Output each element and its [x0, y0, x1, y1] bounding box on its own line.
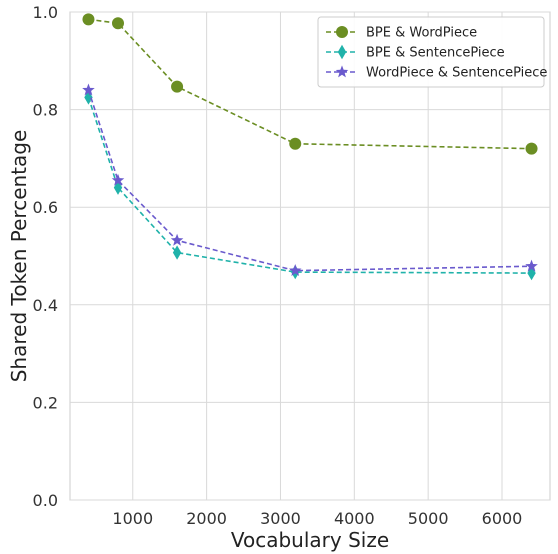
x-tick-label: 4000 [334, 509, 375, 528]
data-point [172, 245, 182, 260]
legend: BPE & WordPiece BPE & SentencePiece WordPi… [317, 16, 547, 88]
data-point [288, 264, 302, 276]
data-point [112, 17, 124, 30]
series-layer [82, 13, 538, 281]
y-tick-label: 0.6 [33, 198, 58, 217]
data-point [335, 65, 349, 78]
x-tick-label: 1000 [112, 509, 153, 528]
data-point [171, 80, 184, 93]
y-tick-label: 0.0 [33, 491, 58, 510]
x-tick-label: 5000 [408, 509, 449, 528]
plot-area [69, 11, 551, 501]
legend-entry: BPE & WordPiece [326, 26, 477, 41]
y-tick-label: 0.2 [33, 393, 58, 412]
x-tick-label: 2000 [186, 509, 227, 528]
legend-entry: BPE & SentencePiece [326, 44, 505, 61]
x-tick-label: 6000 [482, 509, 523, 528]
legend-entry: WordPiece & SentencePiece [326, 65, 547, 81]
legend-label: WordPiece & SentencePiece [366, 66, 547, 81]
series-group [82, 83, 538, 276]
data-point [111, 173, 125, 186]
ticks: 1000 2000 3000 4000 5000 6000 0.0 0.2 0.4 0.6 0.8 1… [33, 3, 523, 528]
data-point [525, 142, 538, 155]
data-point [336, 26, 348, 38]
legend-label: BPE & SentencePiece [366, 46, 505, 61]
data-point [289, 137, 302, 150]
data-point [337, 44, 347, 60]
data-point [84, 90, 93, 105]
legend-box [317, 16, 545, 88]
data-point [82, 83, 95, 96]
data-point [525, 259, 538, 272]
data-point [82, 13, 95, 26]
grid [70, 11, 550, 501]
series-group [82, 13, 538, 155]
y-tick-label: 0.4 [33, 296, 58, 315]
x-tick-label: 3000 [260, 509, 301, 528]
y-tick-label: 0.8 [33, 101, 58, 120]
x-axis-label: Vocabulary Size [231, 528, 389, 552]
y-axis-label: Shared Token Percentage [7, 130, 31, 383]
legend-label: BPE & WordPiece [366, 26, 477, 41]
data-point [170, 233, 184, 246]
y-tick-label: 1.0 [33, 3, 58, 22]
